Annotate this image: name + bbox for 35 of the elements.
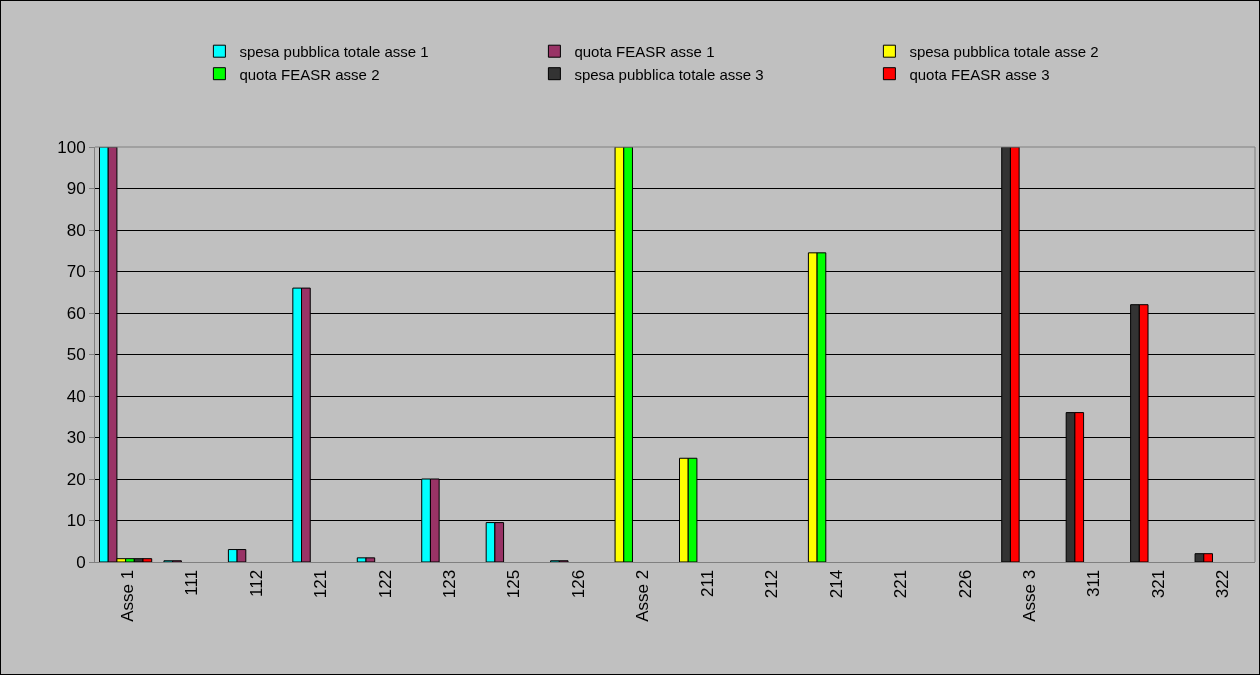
y-tick-label: 50	[66, 345, 86, 365]
x-tick-label: 322	[1213, 569, 1233, 599]
legend-label: quota FEASR asse 2	[239, 65, 380, 83]
y-tick-label: 80	[66, 220, 86, 240]
x-tick-label: 214	[826, 569, 846, 599]
y-tick-label: 40	[66, 386, 86, 406]
y-tick-label: 20	[66, 469, 86, 489]
y-tick-label: 70	[66, 262, 86, 282]
legend-label: spesa pubblica totale asse 3	[574, 65, 764, 83]
y-tick-label: 90	[66, 179, 86, 199]
x-tick-label: 311	[1084, 569, 1104, 597]
x-tick-label: 111	[182, 569, 202, 596]
x-tick-label: Asse 2	[633, 569, 653, 622]
legend-label: spesa pubblica totale asse 2	[909, 43, 1099, 61]
x-tick-label: Asse 1	[117, 569, 137, 622]
y-tick-label: 0	[76, 552, 86, 572]
x-tick-label: 122	[375, 569, 395, 599]
x-tick-label: 226	[955, 569, 975, 599]
y-tick-label: 10	[66, 511, 86, 531]
x-tick-label: 212	[762, 569, 782, 599]
x-tick-label: 211	[697, 569, 717, 597]
x-tick-label: 123	[439, 569, 459, 599]
y-tick-label: 60	[66, 303, 86, 323]
legend-label: quota FEASR asse 1	[574, 43, 715, 61]
legend-label: quota FEASR asse 3	[909, 65, 1050, 83]
x-tick-label: 125	[504, 569, 524, 599]
legend-label: spesa pubblica totale asse 1	[239, 43, 429, 61]
y-tick-label: 100	[57, 137, 86, 157]
x-tick-label: 121	[311, 569, 331, 599]
y-tick-label: 30	[66, 428, 86, 448]
x-tick-label: 321	[1148, 569, 1168, 599]
x-tick-label: 112	[246, 569, 266, 597]
x-tick-label: Asse 3	[1019, 569, 1039, 622]
x-tick-label: 126	[568, 569, 588, 599]
x-tick-label: 221	[891, 569, 911, 599]
